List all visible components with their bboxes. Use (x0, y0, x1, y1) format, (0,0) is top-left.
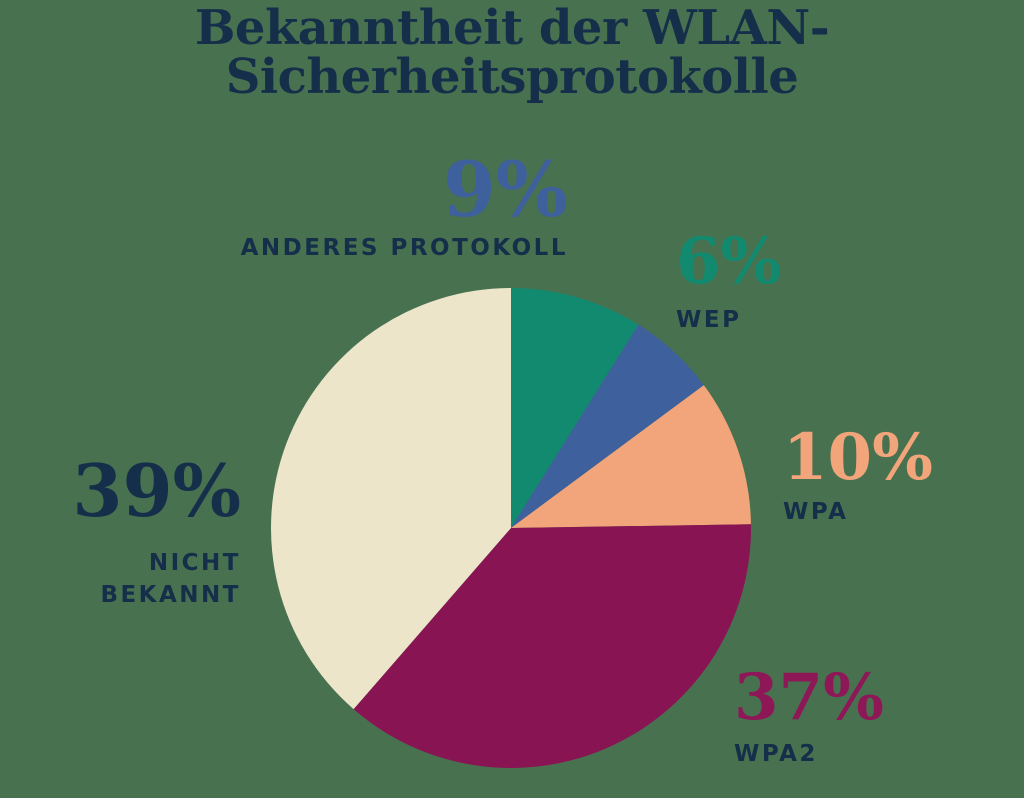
category-label-wep: WEP (676, 307, 742, 333)
percent-value-wpa2: 37% (734, 660, 884, 735)
pie-slice-wpa2 (353, 524, 751, 768)
pie-chart (271, 288, 751, 768)
pie-slice-wpa (511, 385, 751, 528)
callout-wep: 6% WEP (676, 230, 781, 336)
chart-title: Bekanntheit der WLAN-Sicherheitsprotokol… (194, 0, 830, 105)
category-label-anderes-protokoll: ANDERES PROTOKOLL (240, 235, 568, 261)
category-label-nicht-bekannt: NICHT BEKANNT (100, 550, 241, 608)
callout-wpa: 10% WPA (783, 426, 933, 528)
pie-slice-nicht-bekannt (271, 288, 511, 710)
category-label-wpa: WPA (783, 499, 849, 525)
pie-chart-container (271, 288, 751, 768)
pie-slice-anderes-protokoll (511, 288, 639, 528)
pie-slice-wep (511, 324, 704, 528)
percent-value-anderes-protokoll: 9% (442, 145, 568, 234)
callout-nicht-bekannt: 39% NICHT BEKANNT (51, 455, 241, 611)
percent-value-nicht-bekannt: 39% (72, 448, 241, 533)
percent-value-wep: 6% (676, 224, 782, 299)
category-label-wpa2: WPA2 (734, 741, 818, 767)
callout-anderes-protokoll: 9% ANDERES PROTOKOLL (241, 152, 568, 264)
callout-wpa2: 37% WPA2 (734, 666, 884, 770)
percent-value-wpa: 10% (783, 420, 933, 495)
